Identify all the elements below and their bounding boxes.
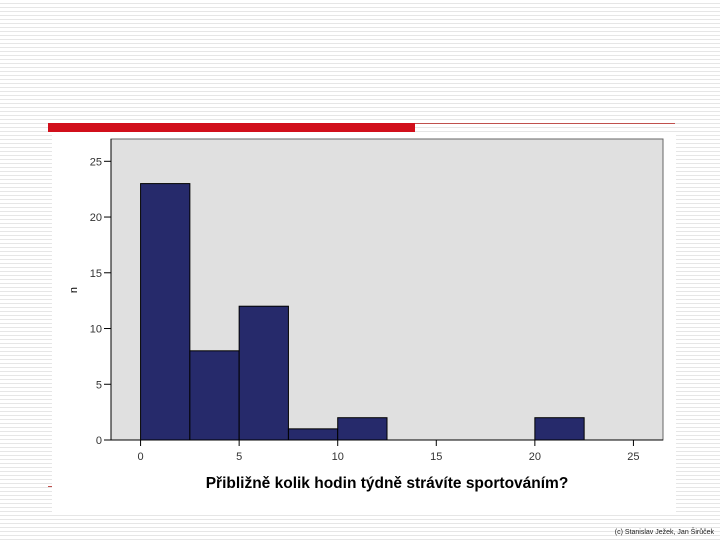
histogram-bar-2 xyxy=(238,305,289,441)
x-tick-label: 0 xyxy=(138,451,144,463)
y-tick-label: 25 xyxy=(90,156,102,168)
ticks-layer: 0 5 10 15 20 25 0 5 10 15 20 25 xyxy=(90,156,640,463)
x-axis-label: Přibližně kolik hodin týdně strávíte spo… xyxy=(206,475,569,492)
histogram-bar-3 xyxy=(287,428,339,441)
x-tick-label: 25 xyxy=(627,451,639,463)
x-tick-label: 20 xyxy=(529,451,541,463)
y-tick-label: 20 xyxy=(90,212,102,224)
x-tick-label: 10 xyxy=(332,451,344,463)
histogram-bar-0 xyxy=(140,183,191,441)
title-accent-bar xyxy=(48,123,415,132)
x-tick-label: 15 xyxy=(430,451,442,463)
axes-layer xyxy=(110,139,663,441)
histogram-bar-1 xyxy=(189,350,240,441)
footer-credit: (c) Stanislav Ježek, Jan Širůček xyxy=(614,529,714,536)
chart-panel: 0 5 10 15 20 25 0 5 10 15 20 25 n Přibližně kolik h… xyxy=(52,133,676,515)
y-tick-label: 15 xyxy=(90,268,102,280)
histogram-bar-5 xyxy=(534,417,585,441)
title-accent-line xyxy=(415,123,675,124)
histogram-bar-4 xyxy=(337,417,388,441)
x-tick-label: 5 xyxy=(236,451,242,463)
y-tick-label: 5 xyxy=(96,379,102,391)
y-axis-label: n xyxy=(68,287,80,293)
histogram-chart: 0 5 10 15 20 25 0 5 10 15 20 25 n Přibližně kolik h… xyxy=(68,138,664,492)
bars-layer xyxy=(140,183,585,441)
y-tick-label: 10 xyxy=(90,324,102,336)
y-tick-label: 0 xyxy=(96,435,102,447)
